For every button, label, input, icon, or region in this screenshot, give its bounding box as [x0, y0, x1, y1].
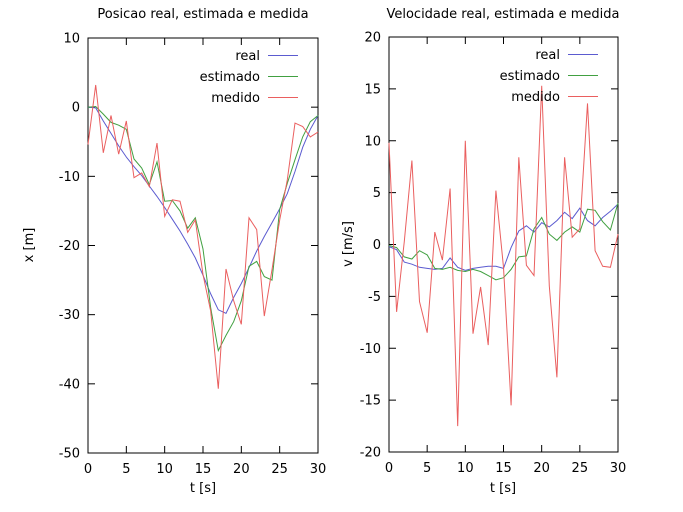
legend-label-medido: medido — [211, 91, 260, 106]
right-chart-plot-area: 0 5 10 15 20 25 30 20 15 10 5 0 -5 -10 -15 -20 real estim… — [360, 31, 627, 477]
left-chart-y-axis-label: x [m] — [22, 228, 37, 263]
y-tick-label: 0 — [72, 101, 80, 116]
y-tick-label: -5 — [368, 290, 381, 305]
x-tick-label: 15 — [495, 461, 512, 476]
left-chart-x-axis-label: t [s] — [190, 481, 216, 496]
y-tick-label: 10 — [364, 134, 381, 149]
y-tick-label: -50 — [59, 447, 80, 462]
plot-frame — [87, 37, 319, 454]
x-tick-label: 25 — [572, 461, 589, 476]
right-chart-title: Velocidade real, estimada e medida — [386, 7, 619, 22]
x-tick-label: 20 — [233, 462, 250, 477]
legend-label-estimado: estimado — [500, 69, 560, 84]
y-tick-label: 20 — [364, 31, 381, 46]
x-tick-label: 0 — [84, 462, 92, 477]
y-tick-label: 0 — [373, 238, 381, 253]
x-tick-label: 0 — [385, 461, 393, 476]
series-line-estimado — [87, 105, 319, 353]
series-line-medido — [388, 85, 619, 427]
x-tick-label: 15 — [195, 462, 212, 477]
y-tick-label: -20 — [360, 446, 381, 461]
series-line-estimado — [388, 202, 619, 281]
y-tick-label: 15 — [364, 82, 381, 97]
legend-label-estimado: estimado — [200, 70, 260, 85]
y-tick-label: -40 — [59, 377, 80, 392]
y-tick-label: 10 — [63, 32, 80, 47]
x-tick-label: 5 — [122, 462, 130, 477]
y-tick-label: -30 — [59, 308, 80, 323]
y-tick-label: -10 — [360, 342, 381, 357]
y-tick-label: -15 — [360, 394, 381, 409]
x-tick-label: 10 — [457, 461, 474, 476]
left-chart-plot-area: 0 5 10 15 20 25 30 10 0 -10 -20 -30 -40 -50 real estima… — [59, 32, 327, 478]
left-chart-title: Posicao real, estimada e medida — [97, 7, 308, 22]
x-tick-label: 30 — [610, 461, 627, 476]
right-chart-y-axis-label: v [m/s] — [341, 221, 356, 267]
series-line-medido — [87, 84, 319, 389]
x-tick-label: 20 — [533, 461, 550, 476]
legend-label-real: real — [535, 48, 560, 63]
plot-frame — [388, 36, 619, 453]
series-line-real — [388, 203, 619, 271]
y-tick-label: -10 — [59, 170, 80, 185]
x-tick-label: 10 — [156, 462, 173, 477]
y-tick-label: 5 — [373, 186, 381, 201]
x-tick-label: 25 — [271, 462, 288, 477]
right-chart-x-axis-label: t [s] — [490, 481, 516, 496]
legend-label-real: real — [235, 49, 260, 64]
legend-label-medido: medido — [511, 90, 560, 105]
x-tick-label: 5 — [423, 461, 431, 476]
x-tick-label: 30 — [310, 462, 327, 477]
y-tick-label: -20 — [59, 239, 80, 254]
